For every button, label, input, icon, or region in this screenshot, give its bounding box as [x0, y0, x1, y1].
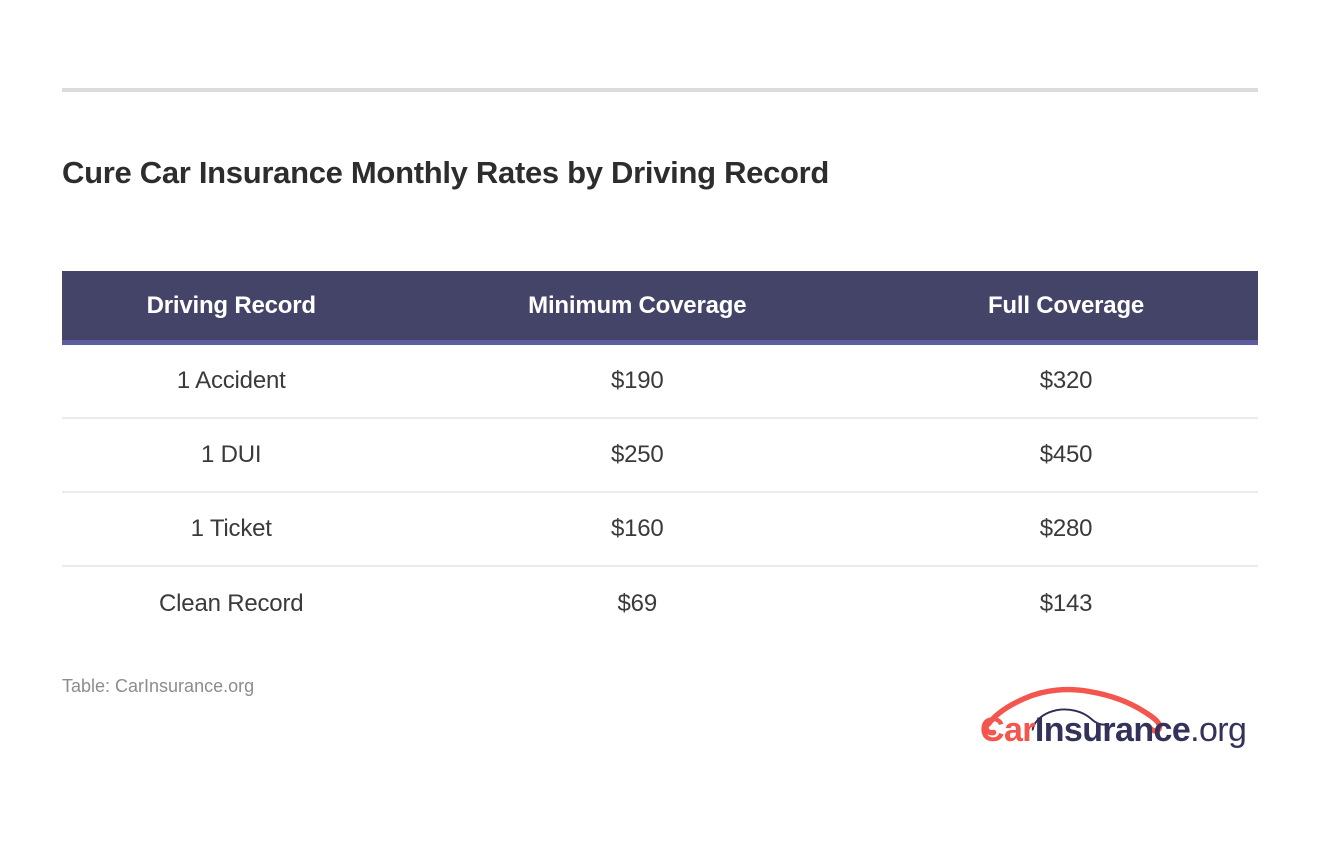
- cell-driving-record: 1 DUI: [201, 441, 262, 468]
- top-divider-rule: [62, 88, 1258, 92]
- logo-text-car: Car: [980, 711, 1036, 749]
- logo-text-insurance: Insurance: [1034, 711, 1191, 749]
- column-header-driving-record: Driving Record: [146, 291, 316, 319]
- cell-full-coverage: $143: [1039, 590, 1093, 617]
- rates-table: Driving Record Minimum Coverage Full Cov…: [62, 271, 1258, 641]
- column-header-minimum-coverage: Minimum Coverage: [528, 291, 747, 319]
- cell-minimum-coverage: $160: [610, 515, 664, 542]
- table-row: 1 DUI $250 $450: [62, 419, 1258, 493]
- cell-minimum-coverage: $69: [617, 590, 658, 617]
- carinsurance-org-logo: CarInsurance.org: [980, 686, 1247, 766]
- cell-full-coverage: $280: [1039, 515, 1093, 542]
- table-row: Clean Record $69 $143: [62, 567, 1258, 641]
- table-row: 1 Ticket $160 $280: [62, 493, 1258, 567]
- cell-minimum-coverage: $250: [610, 441, 664, 468]
- table-row: 1 Accident $190 $320: [62, 345, 1258, 419]
- cell-full-coverage: $320: [1039, 367, 1093, 394]
- cell-driving-record: Clean Record: [159, 590, 304, 617]
- table-header-row: Driving Record Minimum Coverage Full Cov…: [62, 271, 1258, 345]
- cell-full-coverage: $450: [1039, 441, 1093, 468]
- column-header-full-coverage: Full Coverage: [987, 291, 1145, 319]
- cell-minimum-coverage: $190: [610, 367, 664, 394]
- logo-text-org: .org: [1190, 711, 1247, 749]
- logo-wordmark: CarInsurance.org: [980, 711, 1247, 749]
- cell-driving-record: 1 Ticket: [190, 515, 272, 542]
- table-source-note: Table: CarInsurance.org: [62, 676, 255, 696]
- car-outline-icon: [983, 686, 1163, 736]
- cell-driving-record: 1 Accident: [176, 367, 286, 394]
- page-title: Cure Car Insurance Monthly Rates by Driv…: [62, 155, 830, 190]
